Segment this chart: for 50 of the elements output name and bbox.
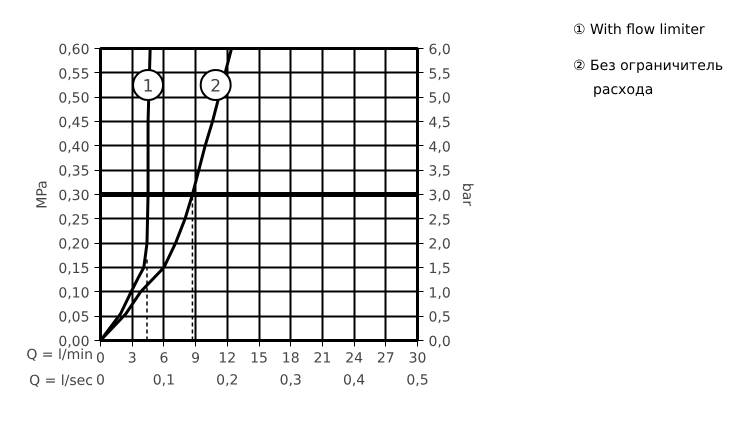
x-tick-label: 15 xyxy=(250,350,268,366)
y-axis-title: MPa xyxy=(34,180,50,209)
y-tick-label: 0,30 xyxy=(58,188,90,204)
y2-axis-title: bar xyxy=(458,182,475,206)
x-tick-label: 24 xyxy=(345,350,364,366)
x-tick-label: 3 xyxy=(128,350,137,366)
y2-tick-label: 1,5 xyxy=(428,261,451,277)
y-tick-label: 0,05 xyxy=(58,310,90,326)
y2-tick-label: 4,0 xyxy=(428,139,451,156)
x-tick-label: 18 xyxy=(282,350,300,366)
y-tick-label: 0,15 xyxy=(58,261,90,277)
x2-tick-label: 0,3 xyxy=(280,372,302,388)
y2-tick-label: 3,0 xyxy=(428,188,451,204)
y-tick-label: 0,55 xyxy=(58,66,90,82)
x2-tick-label: 0 xyxy=(96,372,105,388)
y-tick-label: 0,50 xyxy=(58,90,90,107)
text: ① With flow limiter xyxy=(573,21,705,40)
y2-tick-label: 4,5 xyxy=(428,115,451,131)
y2-tick-label: 0,0 xyxy=(428,334,451,350)
annotation: 1 xyxy=(142,76,154,96)
y2-tick-label: 0,5 xyxy=(428,310,451,326)
x2-tick-label: 0,1 xyxy=(152,372,176,388)
x-tick-label: 30 xyxy=(408,350,426,366)
x-tick-label: 21 xyxy=(313,350,332,366)
y2-tick-label: 2,5 xyxy=(428,212,451,228)
x-tick-label: 9 xyxy=(191,350,200,366)
y-tick-label: 0,35 xyxy=(58,164,90,180)
y-tick-label: 0,25 xyxy=(58,212,90,228)
x-tick-label: 27 xyxy=(376,350,395,366)
y2-tick-label: 6,0 xyxy=(428,42,451,58)
annotation: 2 xyxy=(210,76,222,96)
text: ② Без ограничитель расхода xyxy=(573,57,724,100)
y-tick-label: 0,20 xyxy=(58,236,90,253)
y-tick-label: 0,40 xyxy=(58,139,90,156)
x2-tick-label: 0,2 xyxy=(216,372,238,388)
x2-tick-label: 0,4 xyxy=(342,372,366,388)
x-axis-title: Q = l/min xyxy=(25,347,93,365)
x-tick-label: 6 xyxy=(159,350,168,366)
y2-tick-label: 5,0 xyxy=(428,90,451,107)
x2-tick-label: 0,5 xyxy=(406,372,429,388)
x2-axis-title: Q = l/sec xyxy=(28,372,93,391)
y2-tick-label: 2,0 xyxy=(428,236,451,253)
x-tick-label: 12 xyxy=(218,350,236,366)
y2-tick-label: 3,5 xyxy=(428,164,451,180)
x-tick-label: 0 xyxy=(96,350,105,366)
y-tick-label: 0,45 xyxy=(58,115,90,131)
y-tick-label: 0,10 xyxy=(58,285,90,302)
y2-tick-label: 5,5 xyxy=(428,66,451,82)
y2-tick-label: 1,0 xyxy=(428,285,451,302)
y-tick-label: 0,60 xyxy=(58,42,90,58)
